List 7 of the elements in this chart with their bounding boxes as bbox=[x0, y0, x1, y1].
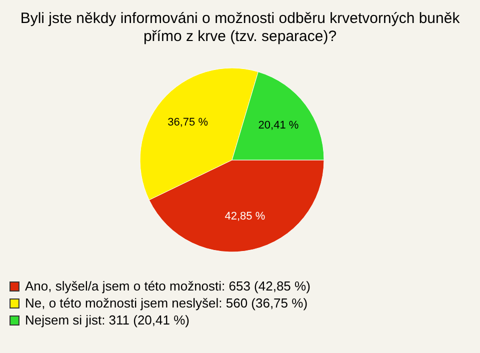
chart-title: Byli jste někdy informováni o možnosti odběru krvetvorných buněk přímo z krve (tzv. separace)? bbox=[20, 10, 460, 45]
legend-label: Ano, slyšel/a jsem o této možnosti: 653 (42,85 %) bbox=[25, 278, 310, 294]
data-label: 36,75 % bbox=[168, 116, 208, 128]
legend-label: Ne, o této možnosti jsem neslyšel: 560 (36,75 %) bbox=[25, 296, 308, 310]
legend-label: Nejsem si jist: 311 (20,41 %) bbox=[25, 312, 190, 328]
data-label: 20,41 % bbox=[258, 119, 299, 132]
data-label: 42,85 % bbox=[224, 210, 266, 223]
